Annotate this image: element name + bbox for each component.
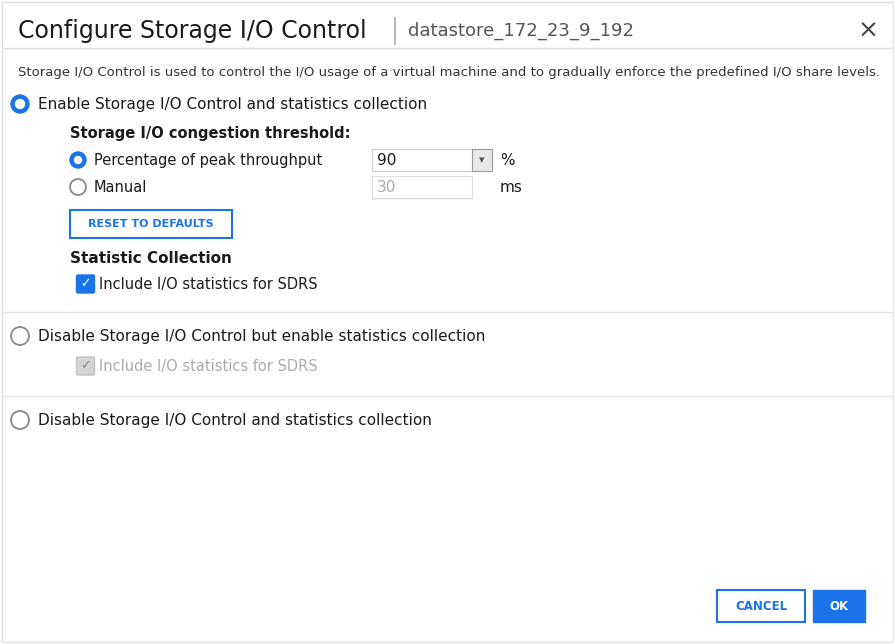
Circle shape <box>15 100 24 108</box>
Text: Statistic Collection: Statistic Collection <box>70 251 232 265</box>
FancyBboxPatch shape <box>70 210 232 238</box>
FancyBboxPatch shape <box>812 590 864 622</box>
Text: %: % <box>500 153 514 167</box>
Text: CANCEL: CANCEL <box>734 600 786 612</box>
Text: ✓: ✓ <box>80 359 90 372</box>
FancyBboxPatch shape <box>372 176 471 198</box>
Text: Include I/O statistics for SDRS: Include I/O statistics for SDRS <box>99 276 317 292</box>
Text: OK: OK <box>829 600 848 612</box>
Text: Percentage of peak throughput: Percentage of peak throughput <box>94 153 322 167</box>
Text: Manual: Manual <box>94 180 148 194</box>
Circle shape <box>11 411 29 429</box>
Text: Configure Storage I/O Control: Configure Storage I/O Control <box>18 19 367 43</box>
Circle shape <box>70 152 86 168</box>
Text: ms: ms <box>500 180 522 194</box>
Text: Storage I/O congestion threshold:: Storage I/O congestion threshold: <box>70 126 350 140</box>
Text: Enable Storage I/O Control and statistics collection: Enable Storage I/O Control and statistic… <box>38 97 426 111</box>
Text: 90: 90 <box>376 153 396 167</box>
Text: 30: 30 <box>376 180 396 194</box>
Text: Disable Storage I/O Control and statistics collection: Disable Storage I/O Control and statisti… <box>38 413 432 428</box>
Circle shape <box>11 95 29 113</box>
FancyBboxPatch shape <box>76 275 95 293</box>
FancyBboxPatch shape <box>716 590 804 622</box>
Circle shape <box>11 327 29 345</box>
Text: datastore_172_23_9_192: datastore_172_23_9_192 <box>408 22 633 40</box>
Text: Disable Storage I/O Control but enable statistics collection: Disable Storage I/O Control but enable s… <box>38 328 485 343</box>
Text: ✓: ✓ <box>80 278 90 290</box>
Text: Storage I/O Control is used to control the I/O usage of a virtual machine and to: Storage I/O Control is used to control t… <box>18 66 879 79</box>
Circle shape <box>74 156 81 164</box>
Text: ▾: ▾ <box>478 155 485 165</box>
FancyBboxPatch shape <box>471 149 492 171</box>
Circle shape <box>70 179 86 195</box>
FancyBboxPatch shape <box>76 357 95 375</box>
Text: Include I/O statistics for SDRS: Include I/O statistics for SDRS <box>99 359 317 374</box>
Text: RESET TO DEFAULTS: RESET TO DEFAULTS <box>89 219 214 229</box>
Text: ×: × <box>856 19 878 43</box>
FancyBboxPatch shape <box>372 149 471 171</box>
